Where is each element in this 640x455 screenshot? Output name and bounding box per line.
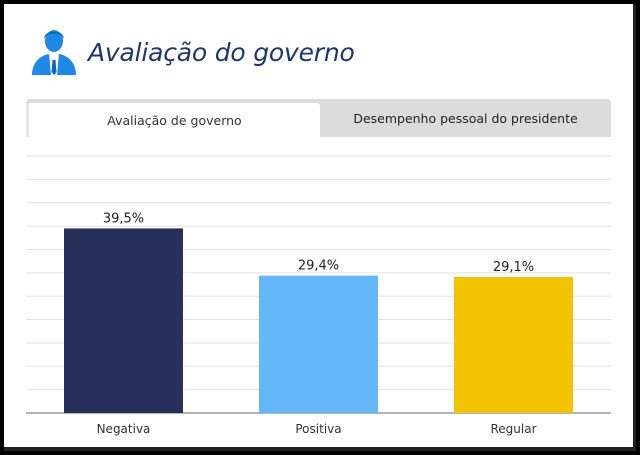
bar-positiva[interactable] [259, 275, 378, 413]
x-tick-label-positiva: Positiva [295, 422, 341, 436]
bar-regular[interactable] [454, 277, 573, 413]
x-tick-label-regular: Regular [490, 422, 536, 436]
page-title: Avaliação do governo [88, 37, 355, 67]
businessman-icon [28, 27, 80, 77]
data-label-negativa: 39,5% [103, 211, 144, 226]
app-frame: Avaliação do governo Avaliação de govern… [4, 4, 636, 451]
tab-bar: Avaliação de governo Desempenho pessoal … [26, 99, 611, 137]
data-label-regular: 29,1% [493, 260, 534, 275]
x-tick-label-negativa: Negativa [97, 422, 151, 436]
tab-avaliacao-governo[interactable]: Avaliação de governo [26, 103, 320, 137]
tab-desempenho-presidente[interactable]: Desempenho pessoal do presidente [353, 110, 578, 126]
bar-negativa[interactable] [64, 228, 183, 413]
bar-chart: 39,5% Negativa 29,4% Positiva 29,1% Regular [26, 155, 611, 436]
page-header: Avaliação do governo [28, 26, 355, 78]
data-label-positiva: 29,4% [298, 259, 339, 274]
